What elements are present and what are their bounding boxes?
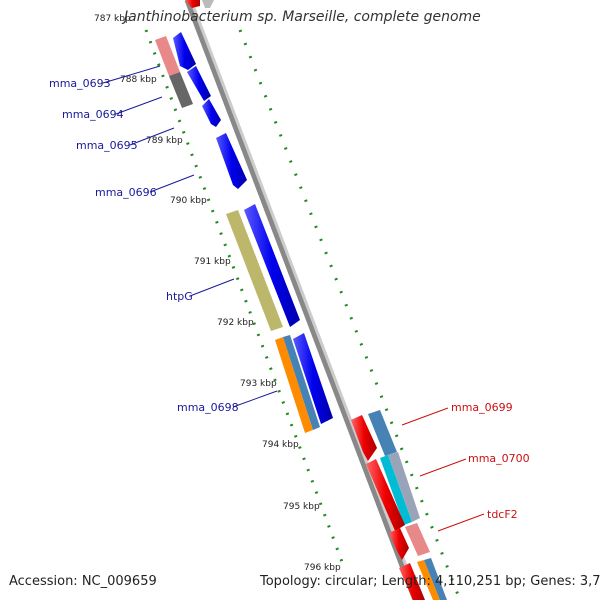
cog-block-mma0700-b: [388, 452, 420, 522]
cds-tdcF2: [389, 528, 409, 560]
leader-line: [401, 407, 449, 426]
cds-mma0698: [293, 333, 333, 424]
reverse-cds-track: [185, 0, 425, 600]
cog-block-top-gray: [202, 0, 214, 8]
cds-bottom-red: [399, 563, 425, 600]
cog-block-tdcF2: [405, 523, 430, 556]
cog-block-mma0699: [368, 410, 397, 456]
map-title: Janthinobacterium sp. Marseille, complet…: [124, 9, 481, 25]
cog-block-mma0698-blue: [283, 335, 320, 430]
cds-mma0695: [202, 99, 221, 127]
gene-label: mma_0696: [95, 186, 157, 199]
forward-cds-track: [173, 32, 333, 424]
axis-tick-label: 792 kbp: [217, 318, 254, 328]
cds-mma0693: [173, 32, 196, 70]
leader-line: [102, 65, 161, 84]
cds-htpG: [244, 204, 300, 327]
genome-backbone: [184, 0, 418, 600]
cog-block-next-orange: [417, 560, 440, 600]
cog-block-mma0700-a: [380, 455, 412, 525]
axis-tick-label: 795 kbp: [283, 502, 320, 512]
axis-tick-label: 787 kbp: [94, 14, 131, 24]
cds-mma0699: [351, 415, 377, 461]
gene-label: htpG: [166, 290, 193, 303]
cog-block-mma0698-orange: [275, 337, 313, 433]
cog-block-next-blue: [424, 558, 447, 600]
leader-line: [129, 127, 175, 146]
gene-label: mma_0695: [76, 139, 138, 152]
cds-mma0694: [187, 66, 211, 101]
gene-label: mma_0698: [177, 401, 239, 414]
axis-tick-label: 791 kbp: [194, 257, 231, 267]
cds-mma0696: [216, 133, 247, 189]
axis-tick-label: 793 kbp: [240, 379, 277, 389]
leader-line: [419, 458, 467, 477]
cds-top-red: [185, 0, 200, 8]
cog-block-mma0693: [155, 36, 180, 76]
axis-tick-label: 794 kbp: [262, 440, 299, 450]
cog-blocks: [155, 0, 447, 600]
axis-tick-label: 789 kbp: [146, 136, 183, 146]
cog-block-mma0694: [169, 72, 193, 108]
gene-label: mma_0699: [451, 401, 513, 414]
leader-line: [149, 174, 195, 193]
gene-label: mma_0694: [62, 108, 124, 121]
leader-line: [232, 390, 278, 408]
gene-label: mma_0700: [468, 452, 530, 465]
genome-summary-text: Topology: circular; Length: 4,110,251 bp…: [260, 574, 600, 589]
axis-ticks: 787 kbp 788 kbp 789 kbp 790 kbp 791 kbp …: [94, 14, 341, 573]
cds-mma0700: [366, 459, 405, 531]
axis-tick-label: 790 kbp: [170, 196, 207, 206]
accession-text: Accession: NC_009659: [9, 574, 157, 589]
leader-line: [437, 513, 485, 532]
gene-labels-left: mma_0693 mma_0694 mma_0695 mma_0696 htpG…: [49, 65, 278, 414]
gene-label: tdcF2: [487, 508, 518, 521]
leader-line: [189, 278, 235, 297]
genome-backbone-light: [189, 0, 421, 600]
axis-tick-label: 788 kbp: [120, 75, 157, 85]
leader-line: [115, 96, 163, 115]
axis-tick-label: 796 kbp: [304, 563, 341, 573]
gene-label: mma_0693: [49, 77, 111, 90]
gene-labels-right: mma_0699 mma_0700 tdcF2: [401, 401, 530, 532]
cog-block-htpG: [226, 210, 283, 331]
